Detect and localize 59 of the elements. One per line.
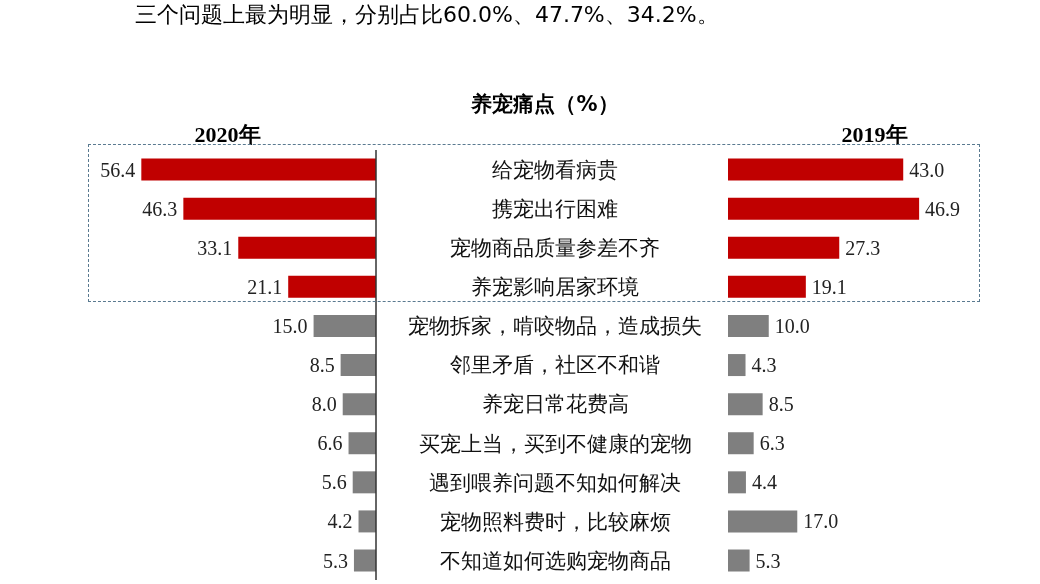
bar: [353, 549, 376, 572]
bar: [342, 393, 376, 416]
y-tick-label: 给宠物看病贵: [492, 157, 618, 182]
bar: [728, 314, 769, 337]
chart-title: 2020年: [193, 121, 262, 149]
bar: [183, 197, 376, 220]
bar: [313, 314, 376, 337]
y-tick-label: 养宠日常花费高: [481, 392, 629, 417]
data-label: 6.3: [759, 432, 785, 455]
y-tick-label: 携宠出行困难: [492, 196, 618, 221]
data-label: 43.0: [909, 158, 945, 181]
y-tick-label: 不知道如何选购宠物商品: [439, 548, 671, 573]
bar: [352, 471, 376, 494]
y-axis-title: 养宠痛点（%）: [470, 91, 620, 118]
data-label: 10.0: [774, 314, 810, 337]
bar: [348, 432, 376, 455]
bar: [358, 510, 376, 533]
y-tick-label: 宠物照料费时，比较麻烦: [439, 509, 671, 534]
bar: [728, 197, 920, 220]
data-label: 8.5: [768, 393, 794, 416]
data-label: 5.6: [321, 471, 347, 494]
data-label: 27.3: [845, 236, 881, 259]
text: 三个问题上最为明显，分别占比60.0%、47.7%、34.2%。: [135, 1, 719, 29]
bar: [141, 158, 376, 181]
bar: [288, 275, 376, 298]
bar: [728, 432, 754, 455]
y-tick-label: 买宠上当，买到不健康的宠物: [418, 431, 692, 456]
data-label: 19.1: [811, 275, 847, 298]
bar: [728, 549, 750, 572]
data-label: 4.3: [751, 354, 777, 377]
data-label: 17.0: [803, 510, 839, 533]
data-label: 6.6: [317, 432, 343, 455]
data-label: 5.3: [755, 549, 781, 572]
bar: [728, 275, 806, 298]
data-label: 8.0: [311, 393, 337, 416]
chart-title: 2019年: [840, 121, 909, 149]
bar: [728, 236, 840, 259]
y-tick-label: 遇到喂养问题不知如何解决: [429, 470, 681, 495]
data-label: 46.3: [142, 197, 178, 220]
data-label: 5.3: [322, 549, 348, 572]
data-label: 4.4: [751, 471, 777, 494]
bar: [340, 354, 376, 377]
bar: [728, 510, 798, 533]
data-label: 33.1: [197, 236, 233, 259]
data-label: 21.1: [247, 275, 283, 298]
bar: [728, 471, 746, 494]
y-tick-label: 宠物拆家，啃咬物品，造成损失: [408, 314, 702, 339]
data-label: 8.5: [309, 354, 335, 377]
bar: [728, 354, 746, 377]
data-label: 46.9: [925, 197, 961, 220]
y-tick-label: 邻里矛盾，社区不和谐: [450, 353, 660, 378]
data-label: 56.4: [100, 158, 136, 181]
y-tick-label: 宠物商品质量参差不齐: [450, 236, 660, 261]
data-label: 4.2: [327, 510, 353, 533]
y-tick-label: 养宠影响居家环境: [471, 275, 639, 300]
bar: [238, 236, 376, 259]
data-label: 15.0: [272, 314, 308, 337]
bar: [728, 158, 904, 181]
bar: [728, 393, 763, 416]
